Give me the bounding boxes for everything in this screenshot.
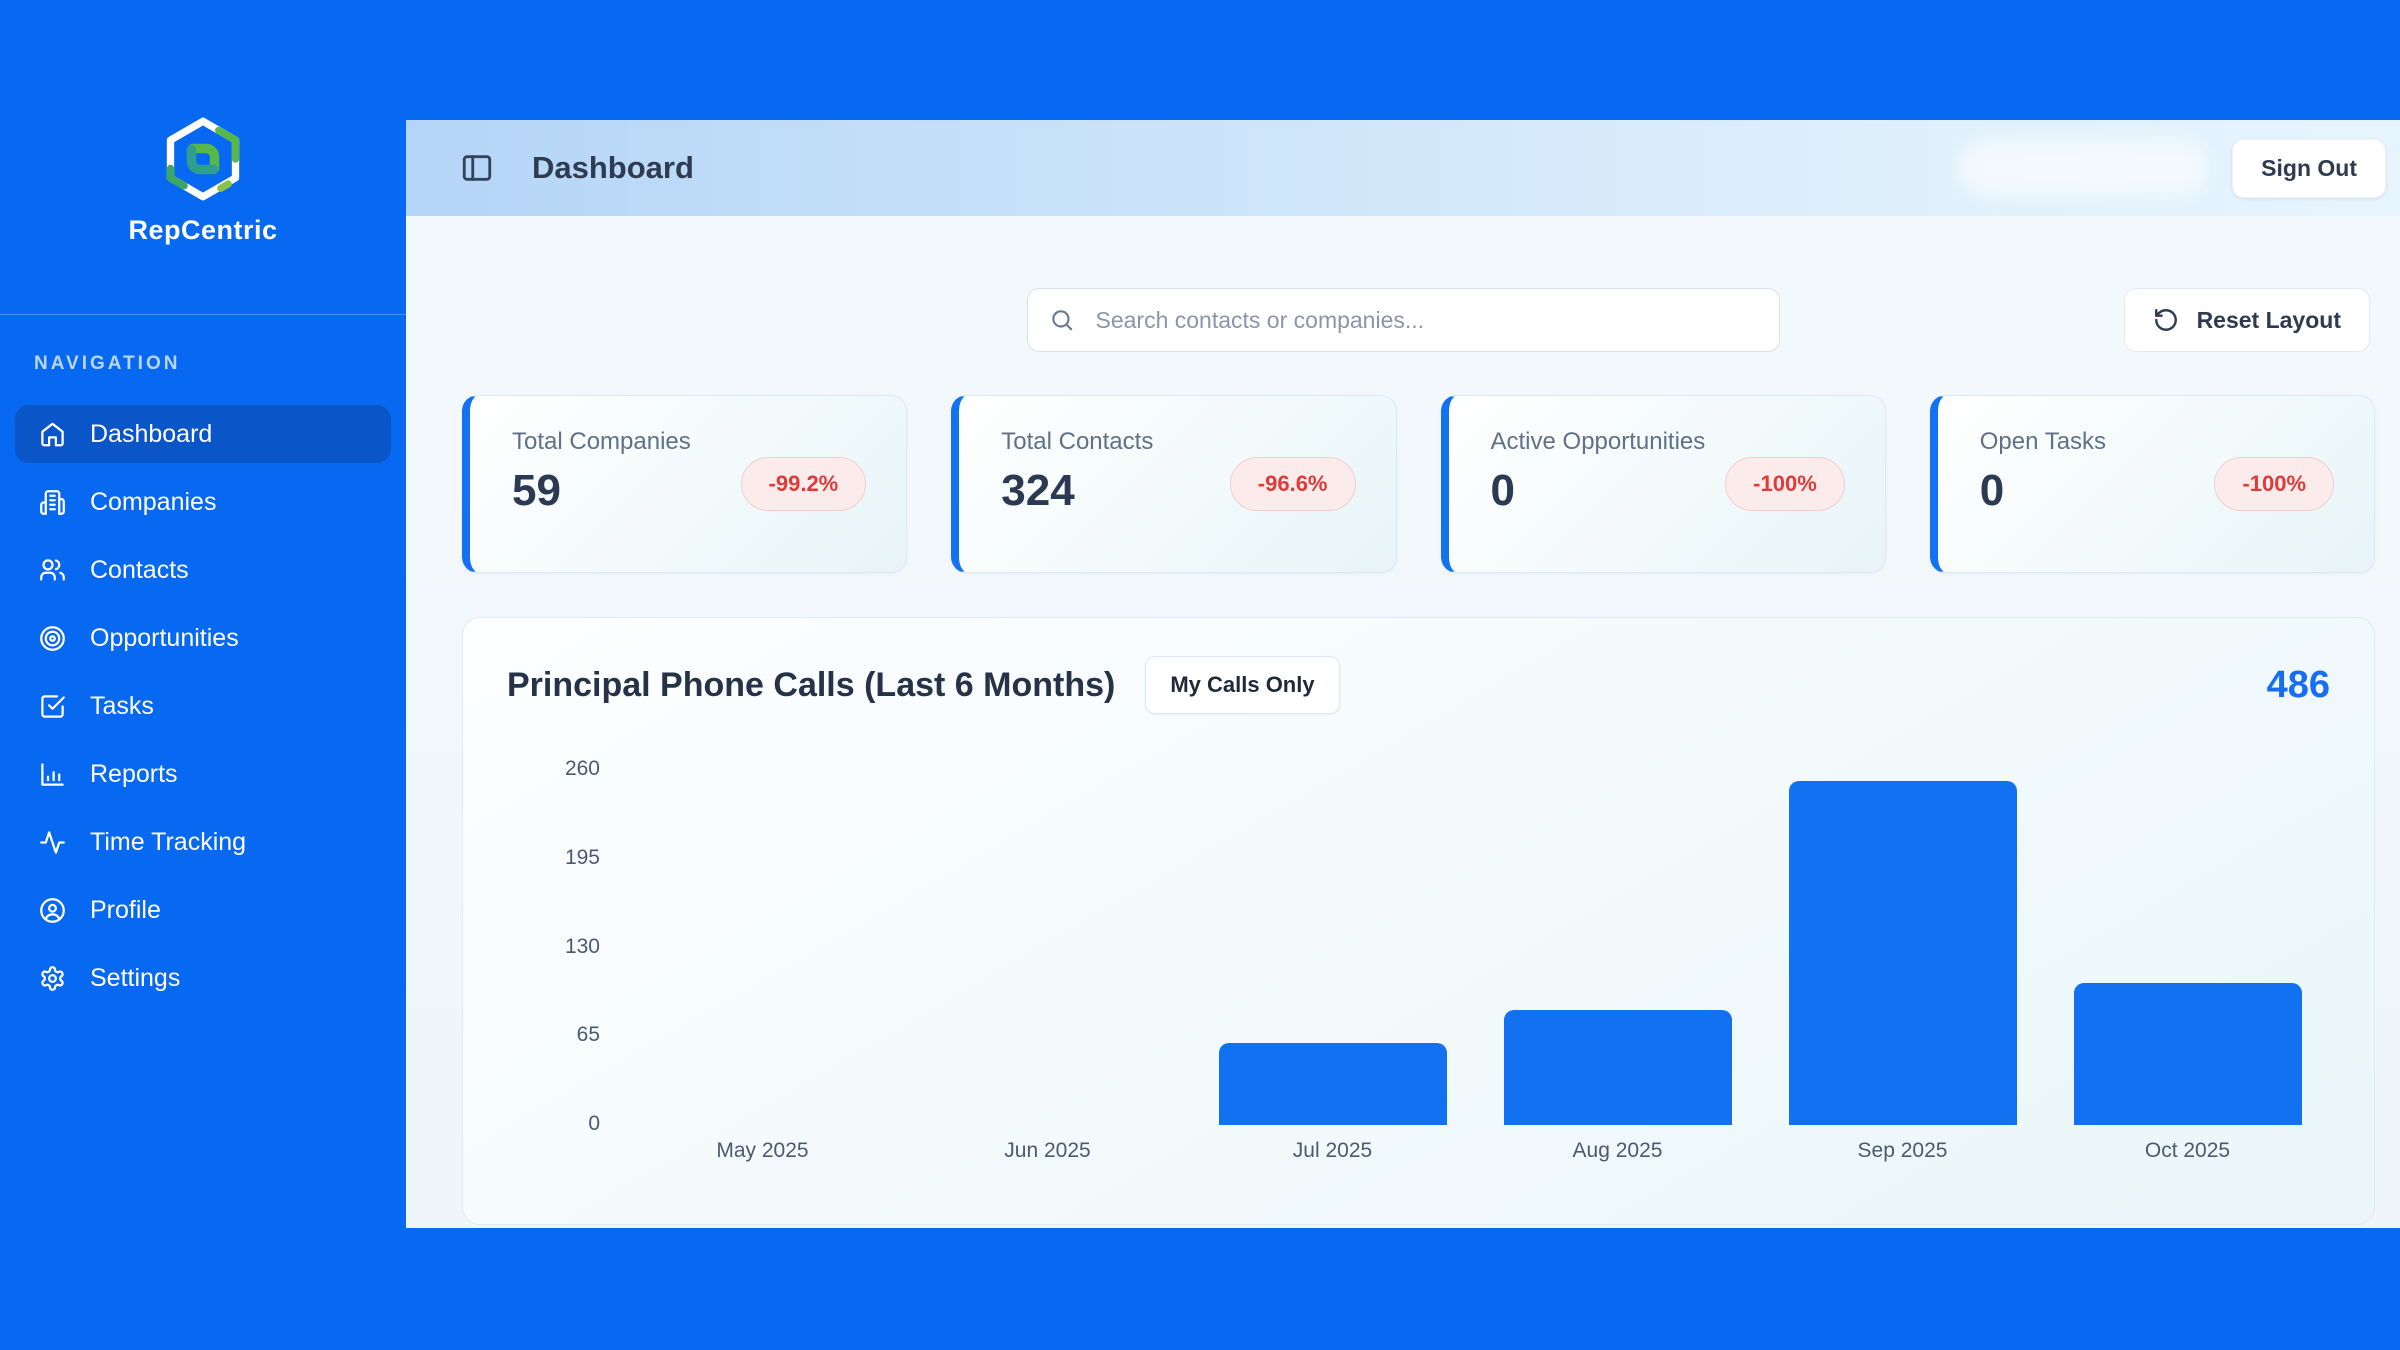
stat-change-badge: -96.6% bbox=[1229, 457, 1356, 511]
stat-card-total-companies: Total Companies 59 -99.2% bbox=[462, 395, 908, 573]
chart-y-axis: 0 65 130 195 260 bbox=[507, 757, 620, 1135]
sidebar-item-settings[interactable]: Settings bbox=[15, 949, 391, 1007]
home-icon bbox=[39, 421, 66, 448]
bar-slot bbox=[1475, 770, 1760, 1125]
my-calls-only-toggle[interactable]: My Calls Only bbox=[1145, 656, 1340, 714]
stat-value: 0 bbox=[1979, 466, 2005, 515]
x-tick-label: May 2025 bbox=[716, 1139, 809, 1162]
stat-label: Active Opportunities bbox=[1490, 428, 1706, 455]
search-icon bbox=[1051, 310, 1072, 331]
bar-slot bbox=[1190, 770, 1475, 1125]
brand-name: RepCentric bbox=[128, 215, 278, 245]
x-tick-label: Jul 2025 bbox=[1292, 1139, 1373, 1162]
sidebar-item-companies[interactable]: Companies bbox=[15, 473, 391, 531]
sidebar-toggle-button[interactable] bbox=[460, 151, 494, 185]
reset-layout-label: Reset Layout bbox=[2196, 306, 2341, 333]
chart-total-value: 486 bbox=[2266, 663, 2330, 706]
bar-sep-2025[interactable] bbox=[1788, 780, 2017, 1125]
search-input[interactable] bbox=[1026, 288, 1780, 352]
rotate-ccw-icon bbox=[2154, 309, 2177, 331]
y-tick-label: 0 bbox=[588, 1112, 600, 1135]
sidebar-item-tasks[interactable]: Tasks bbox=[15, 677, 391, 735]
chart-card: Principal Phone Calls (Last 6 Months) My… bbox=[462, 617, 2375, 1225]
user-email-redacted bbox=[1958, 139, 2209, 197]
chart-x-labels: May 2025 Jun 2025 Jul 2025 Aug 2025 Sep 2025… bbox=[620, 1139, 2330, 1163]
stat-label: Total Companies bbox=[512, 428, 691, 455]
bar-chart-icon bbox=[39, 761, 66, 788]
stat-card-active-opportunities: Active Opportunities 0 -100% bbox=[1440, 395, 1886, 573]
y-tick-label: 65 bbox=[576, 1023, 600, 1047]
sidebar-item-label: Time Tracking bbox=[90, 827, 247, 856]
x-tick-label: Oct 2025 bbox=[2144, 1139, 2231, 1162]
sidebar-item-time-tracking[interactable]: Time Tracking bbox=[15, 813, 391, 871]
x-tick-label: Jun 2025 bbox=[1004, 1139, 1091, 1162]
chart-area: 0 65 130 195 260 bbox=[507, 757, 2330, 1135]
chart-header: Principal Phone Calls (Last 6 Months) My… bbox=[507, 656, 2330, 714]
sidebar-item-label: Dashboard bbox=[90, 419, 213, 448]
search-wrap bbox=[1026, 288, 1780, 352]
stat-card-total-contacts: Total Contacts 324 -96.6% bbox=[951, 395, 1397, 573]
sidebar-item-contacts[interactable]: Contacts bbox=[15, 541, 391, 599]
chart-plot bbox=[620, 770, 2330, 1125]
reset-layout-button[interactable]: Reset Layout bbox=[2123, 288, 2370, 352]
sidebar-item-label: Profile bbox=[90, 895, 161, 924]
bar-slot bbox=[620, 770, 905, 1125]
user-circle-icon bbox=[39, 897, 66, 924]
users-icon bbox=[39, 557, 66, 584]
content-panel: Dashboard Sign Out Reset Layout Total Co… bbox=[406, 120, 2400, 1228]
stat-value: 324 bbox=[1001, 466, 1075, 515]
page-title: Dashboard bbox=[532, 150, 694, 185]
bar-slot bbox=[905, 770, 1190, 1125]
bar-slot bbox=[1760, 770, 2045, 1125]
sidebar-item-label: Settings bbox=[90, 963, 181, 992]
sidebar-item-label: Tasks bbox=[90, 691, 154, 720]
stat-change-badge: -100% bbox=[2214, 457, 2334, 511]
gear-icon bbox=[39, 965, 66, 992]
y-tick-label: 195 bbox=[564, 845, 600, 869]
bar-jul-2025[interactable] bbox=[1218, 1043, 1447, 1125]
sidebar-item-profile[interactable]: Profile bbox=[15, 881, 391, 939]
x-tick-label: Sep 2025 bbox=[1857, 1139, 1948, 1162]
bar-oct-2025[interactable] bbox=[2073, 983, 2302, 1125]
stats-row: Total Companies 59 -99.2% Total Contacts… bbox=[406, 395, 2400, 573]
sidebar: RepCentric NAVIGATION Dashboard Companie… bbox=[0, 0, 406, 1228]
sidebar-item-opportunities[interactable]: Opportunities bbox=[15, 609, 391, 667]
activity-icon bbox=[39, 829, 66, 856]
app-header: Dashboard Sign Out bbox=[406, 120, 2400, 216]
building-icon bbox=[39, 489, 66, 516]
sidebar-item-label: Contacts bbox=[90, 555, 189, 584]
bar-aug-2025[interactable] bbox=[1503, 1010, 1732, 1125]
stat-label: Total Contacts bbox=[1001, 428, 1154, 455]
check-square-icon bbox=[39, 693, 66, 720]
stat-value: 59 bbox=[512, 466, 561, 515]
sidebar-item-dashboard[interactable]: Dashboard bbox=[15, 405, 391, 463]
nav-section-label: NAVIGATION bbox=[34, 353, 181, 374]
stat-change-badge: -99.2% bbox=[740, 457, 867, 511]
nav-list: Dashboard Companies Contacts Opportuniti… bbox=[0, 405, 406, 1007]
bar-slot bbox=[2045, 770, 2330, 1125]
stat-value: 0 bbox=[1490, 466, 1515, 515]
stat-card-open-tasks: Open Tasks 0 -100% bbox=[1929, 395, 2375, 573]
sidebar-item-label: Opportunities bbox=[90, 623, 239, 652]
y-tick-label: 260 bbox=[564, 757, 600, 780]
logo-block: RepCentric bbox=[0, 0, 406, 246]
stat-label: Open Tasks bbox=[1979, 428, 2107, 455]
sidebar-item-label: Companies bbox=[90, 487, 217, 516]
sidebar-item-label: Reports bbox=[90, 759, 178, 788]
toolbar: Reset Layout bbox=[406, 288, 2400, 352]
chart-title: Principal Phone Calls (Last 6 Months) bbox=[507, 665, 1116, 704]
y-tick-label: 130 bbox=[564, 934, 600, 958]
target-icon bbox=[39, 625, 66, 652]
sidebar-divider bbox=[0, 314, 406, 315]
sign-out-button[interactable]: Sign Out bbox=[2232, 138, 2386, 198]
x-tick-label: Aug 2025 bbox=[1572, 1139, 1663, 1162]
stat-change-badge: -100% bbox=[1725, 457, 1845, 511]
repcentric-logo-icon bbox=[163, 116, 243, 207]
sidebar-item-reports[interactable]: Reports bbox=[15, 745, 391, 803]
